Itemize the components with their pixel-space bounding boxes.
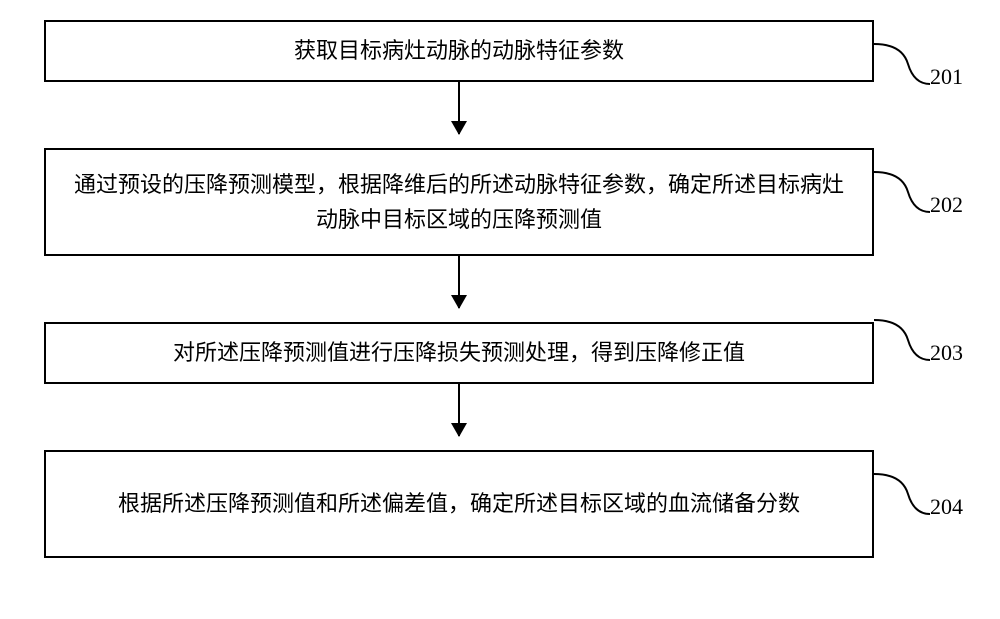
step-box-202: 通过预设的压降预测模型，根据降维后的所述动脉特征参数，确定所述目标病灶动脉中目标…	[44, 148, 874, 256]
step-text-202: 通过预设的压降预测模型，根据降维后的所述动脉特征参数，确定所述目标病灶动脉中目标…	[66, 167, 852, 237]
label-curve-201	[874, 40, 934, 90]
step-label-203: 203	[930, 340, 963, 366]
step-text-201: 获取目标病灶动脉的动脉特征参数	[294, 33, 624, 68]
label-curve-203	[874, 316, 934, 366]
step-label-204: 204	[930, 494, 963, 520]
step-box-204: 根据所述压降预测值和所述偏差值，确定所述目标区域的血流储备分数	[44, 450, 874, 558]
step-label-201: 201	[930, 64, 963, 90]
arrow-3	[458, 384, 460, 436]
flowchart-canvas: 获取目标病灶动脉的动脉特征参数 201 通过预设的压降预测模型，根据降维后的所述…	[0, 0, 1000, 619]
label-curve-202	[874, 168, 934, 218]
step-box-201: 获取目标病灶动脉的动脉特征参数	[44, 20, 874, 82]
step-box-203: 对所述压降预测值进行压降损失预测处理，得到压降修正值	[44, 322, 874, 384]
step-text-204: 根据所述压降预测值和所述偏差值，确定所述目标区域的血流储备分数	[118, 486, 800, 521]
arrow-2	[458, 256, 460, 308]
step-text-203: 对所述压降预测值进行压降损失预测处理，得到压降修正值	[173, 335, 745, 370]
step-label-202: 202	[930, 192, 963, 218]
arrow-1	[458, 82, 460, 134]
label-curve-204	[874, 470, 934, 520]
